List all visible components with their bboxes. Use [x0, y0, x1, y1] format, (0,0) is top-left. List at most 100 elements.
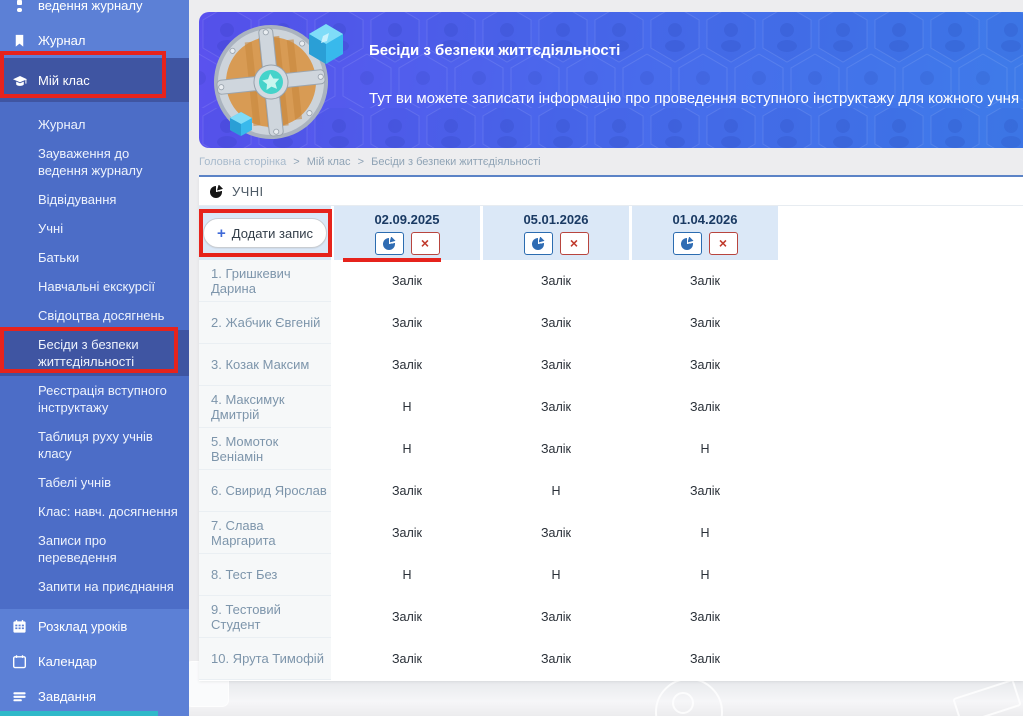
section-header: УЧНІ [199, 177, 1023, 206]
grade-cell[interactable]: Залік [540, 610, 572, 624]
grade-cell[interactable]: Н [402, 400, 412, 414]
grade-cell[interactable]: Залік [391, 484, 423, 498]
sidebar-item-my-class[interactable]: Мій клас [0, 58, 189, 102]
grade-cell[interactable]: Залік [540, 316, 572, 330]
stats-button[interactable] [374, 231, 404, 255]
grade-cell[interactable]: Залік [391, 652, 423, 666]
sidebar-item-clipped[interactable]: ведення журналу [0, 0, 189, 22]
grade-cell[interactable]: Залік [689, 484, 721, 498]
breadcrumb-current-page: Бесіди з безпеки життєдіяльності [371, 156, 541, 168]
breadcrumb-separator: > [293, 156, 300, 168]
table-header-date-1: 02.09.2025 × [334, 206, 480, 260]
schedule-calendar-icon [12, 619, 27, 634]
breadcrumb: Головна сторінка > Мій клас > Бесіди з б… [199, 156, 541, 168]
background-gradient [189, 680, 1023, 716]
delete-column-button[interactable]: × [410, 231, 440, 255]
add-record-button[interactable]: + Додати запис [202, 218, 327, 248]
close-icon: × [718, 235, 728, 251]
grade-cell[interactable]: Н [551, 484, 561, 498]
delete-column-button[interactable]: × [708, 231, 738, 255]
stats-button[interactable] [523, 231, 553, 255]
submenu-item-safety-talks[interactable]: Бесіди з безпеки життєдіяльності [0, 330, 189, 376]
student-name: 5. Момоток Веніамін [199, 428, 331, 470]
pie-chart-icon [680, 237, 694, 250]
grade-cell[interactable]: Залік [540, 652, 572, 666]
date-label: 05.01.2026 [523, 211, 589, 227]
my-class-submenu: Журнал Зауваження до ведення журналу Від… [0, 102, 189, 609]
submenu-item-parents[interactable]: Батьки [38, 250, 80, 265]
grade-cell[interactable]: Залік [689, 652, 721, 666]
submenu-item-journal[interactable]: Журнал [38, 117, 86, 132]
close-icon: × [420, 235, 430, 251]
plus-icon: + [216, 224, 226, 242]
grade-cell[interactable]: Залік [391, 610, 423, 624]
grade-cell[interactable]: Залік [689, 610, 721, 624]
grade-cell[interactable]: Н [700, 568, 710, 582]
page-subtitle: Тут ви можете записати інформацію про пр… [369, 90, 1020, 107]
graduation-cap-icon [12, 73, 27, 88]
table-header-add-cell: + Додати запис [199, 206, 331, 260]
grade-cell[interactable]: Залік [540, 526, 572, 540]
grade-cell[interactable]: Залік [391, 358, 423, 372]
submenu-item-students[interactable]: Учні [38, 221, 64, 236]
sidebar-item-tasks[interactable]: Завдання [0, 679, 189, 714]
grade-cell[interactable]: Залік [689, 358, 721, 372]
sidebar-item-label: Завдання [38, 689, 97, 704]
pie-chart-icon [531, 237, 545, 250]
grade-cell[interactable]: Залік [391, 274, 423, 288]
submenu-item-intro-briefing[interactable]: Реєстрація вступного інструктажу [38, 383, 167, 415]
submenu-item-transfer-records[interactable]: Записи про переведення [38, 533, 117, 565]
grade-cell[interactable]: Залік [689, 316, 721, 330]
grade-cell[interactable]: Залік [689, 274, 721, 288]
submenu-item-attendance[interactable]: Відвідування [38, 192, 117, 207]
grade-cell[interactable]: Залік [540, 442, 572, 456]
grade-cell[interactable]: Н [402, 568, 412, 582]
close-icon: × [569, 235, 579, 251]
table-header-date-3: 01.04.2026 × [632, 206, 778, 260]
grade-cell[interactable]: Залік [689, 400, 721, 414]
clipped-icon [12, 0, 27, 14]
sidebar-item-label: ведення журналу [38, 0, 143, 13]
submenu-item-join-requests[interactable]: Запити на приєднання [38, 579, 174, 594]
grade-cell[interactable]: Залік [391, 316, 423, 330]
sidebar-item-journal[interactable]: Журнал [0, 22, 189, 58]
table-header-date-2: 05.01.2026 × [483, 206, 629, 260]
section-title: УЧНІ [232, 183, 264, 199]
card-top-border [199, 175, 1023, 177]
submenu-item-movement-table[interactable]: Таблиця руху учнів класу [38, 429, 153, 461]
date-label: 01.04.2026 [672, 211, 738, 227]
grade-cell[interactable]: Н [402, 442, 412, 456]
grade-cell[interactable]: Залік [540, 400, 572, 414]
submenu-item-report-cards[interactable]: Табелі учнів [38, 475, 112, 490]
page-banner: Бесіди з безпеки життєдіяльності Тут ви … [199, 12, 1023, 148]
page-title: Бесіди з безпеки життєдіяльності [369, 42, 621, 59]
grade-cell[interactable]: Н [700, 526, 710, 540]
sidebar-item-calendar[interactable]: Календар [0, 644, 189, 679]
breadcrumb-home-link[interactable]: Головна сторінка [199, 156, 287, 168]
sidebar-item-label: Журнал [38, 32, 86, 48]
students-card: УЧНІ + Додати запис 02.09.2025 × 05.01.2… [199, 177, 1023, 681]
student-name: 3. Козак Максим [199, 344, 331, 386]
submenu-item-remarks[interactable]: Зауваження до ведення журналу [38, 146, 143, 178]
submenu-item-excursions[interactable]: Навчальні екскурсії [38, 279, 155, 294]
pie-chart-icon [210, 185, 223, 198]
sidebar-item-schedule[interactable]: Розклад уроків [0, 609, 189, 644]
add-record-label: Додати запис [231, 225, 313, 241]
breadcrumb-my-class-link[interactable]: Мій клас [306, 156, 351, 168]
student-name: 6. Свирид Ярослав [199, 470, 331, 512]
grade-cell[interactable]: Н [700, 442, 710, 456]
grade-cell[interactable]: Н [551, 568, 561, 582]
bookmark-icon [12, 33, 27, 48]
sidebar-item-label: Розклад уроків [38, 619, 128, 634]
calendar-icon [12, 654, 27, 669]
grade-cell[interactable]: Залік [540, 274, 572, 288]
student-name: 2. Жабчик Євгеній [199, 302, 331, 344]
delete-column-button[interactable]: × [559, 231, 589, 255]
submenu-item-class-achievements[interactable]: Клас: навч. досягнення [38, 504, 178, 519]
submenu-item-certificates[interactable]: Свідоцтва досягнень [38, 308, 165, 323]
shield-illustration [214, 24, 343, 139]
stats-button[interactable] [672, 231, 702, 255]
grade-cell[interactable]: Залік [540, 358, 572, 372]
grade-cell[interactable]: Залік [391, 526, 423, 540]
